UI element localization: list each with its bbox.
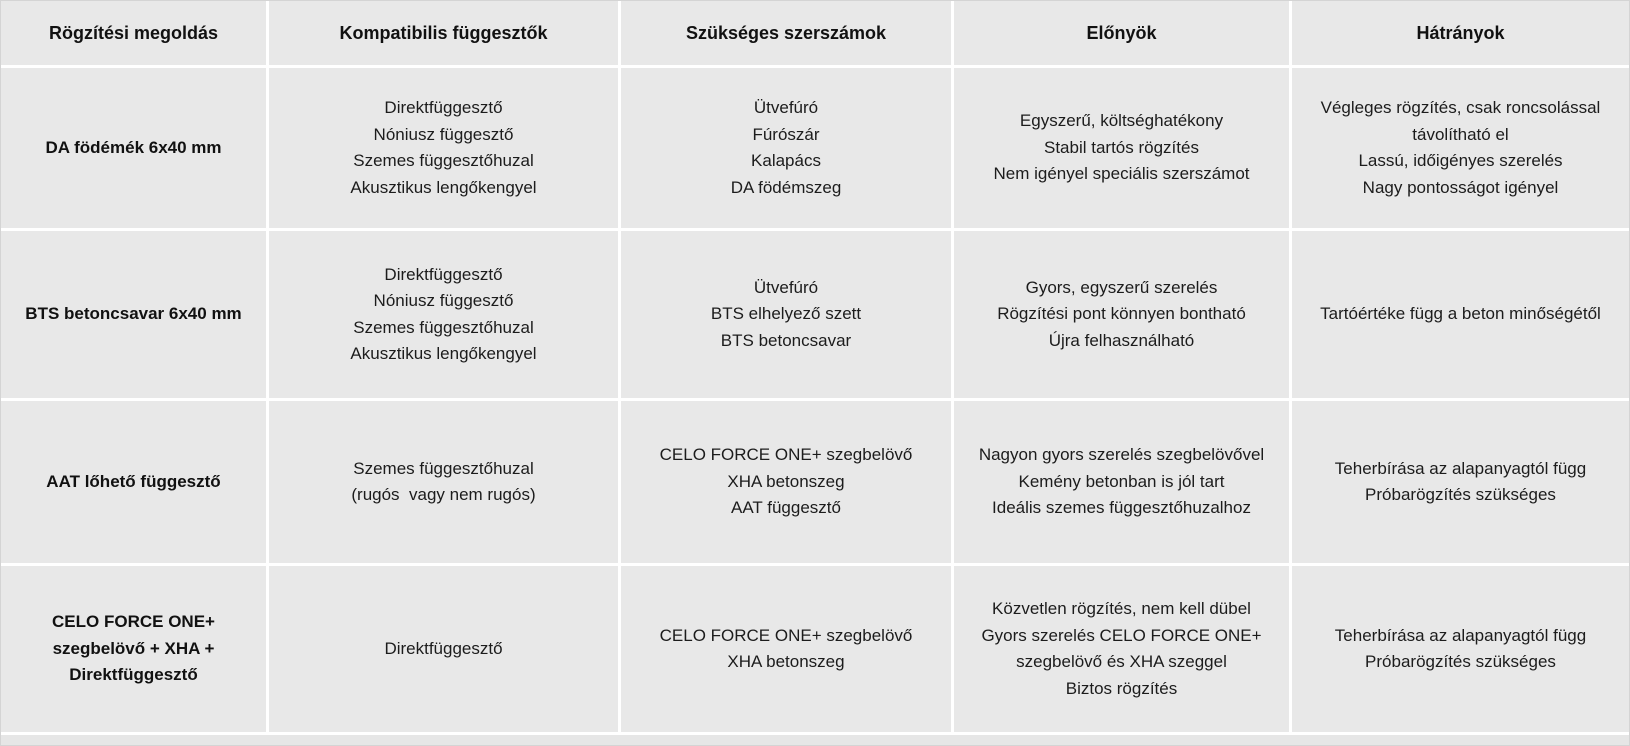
table-cell-r4-c2: Direktfüggesztő: [269, 566, 618, 732]
table-cell-r4-c1: CELO FORCE ONE+ szegbelövő + XHA + Direk…: [1, 566, 266, 732]
table-cell-r4-c4: Közvetlen rögzítés, nem kell dübel Gyors…: [954, 566, 1289, 732]
table-cell-r1-c5: Végleges rögzítés, csak roncsolással táv…: [1292, 68, 1629, 228]
table-cell-r3-c4: Nagyon gyors szerelés szegbelövővel Kemé…: [954, 401, 1289, 563]
table-cell-r1-c3: Ütvefúró Fúrószár Kalapács DA födémszeg: [621, 68, 951, 228]
column-header-hatranyok: Hátrányok: [1292, 1, 1629, 65]
table-cell-r4-c5: Teherbírása az alapanyagtól függ Próbarö…: [1292, 566, 1629, 732]
column-header-kompatibilis-fuggesztok: Kompatibilis függesztők: [269, 1, 618, 65]
table-cell-r2-c1: BTS betoncsavar 6x40 mm: [1, 231, 266, 398]
table-cell-r1-c4: Egyszerű, költséghatékony Stabil tartós …: [954, 68, 1289, 228]
column-header-rogzitesi-megoldas: Rögzítési megoldás: [1, 1, 266, 65]
table-cell-r4-c3: CELO FORCE ONE+ szegbelövő XHA betonszeg: [621, 566, 951, 732]
table-cell-r1-c2: Direktfüggesztő Nóniusz függesztő Szemes…: [269, 68, 618, 228]
table-bottom-cutoff-row: [1, 735, 1629, 745]
column-header-szukseges-szerszamok: Szükséges szerszámok: [621, 1, 951, 65]
table-cell-r3-c1: AAT lőhető függesztő: [1, 401, 266, 563]
table-cell-r2-c3: Ütvefúró BTS elhelyező szett BTS betoncs…: [621, 231, 951, 398]
table-cell-r3-c2: Szemes függesztőhuzal (rugós vagy nem ru…: [269, 401, 618, 563]
table-cell-r3-c3: CELO FORCE ONE+ szegbelövő XHA betonszeg…: [621, 401, 951, 563]
table-cell-r2-c2: Direktfüggesztő Nóniusz függesztő Szemes…: [269, 231, 618, 398]
table-cell-r2-c4: Gyors, egyszerű szerelés Rögzítési pont …: [954, 231, 1289, 398]
table-cell-r3-c5: Teherbírása az alapanyagtól függ Próbarö…: [1292, 401, 1629, 563]
table-cell-r1-c1: DA födémék 6x40 mm: [1, 68, 266, 228]
table-cell-r2-c5: Tartóértéke függ a beton minőségétől: [1292, 231, 1629, 398]
column-header-elonyok: Előnyök: [954, 1, 1289, 65]
